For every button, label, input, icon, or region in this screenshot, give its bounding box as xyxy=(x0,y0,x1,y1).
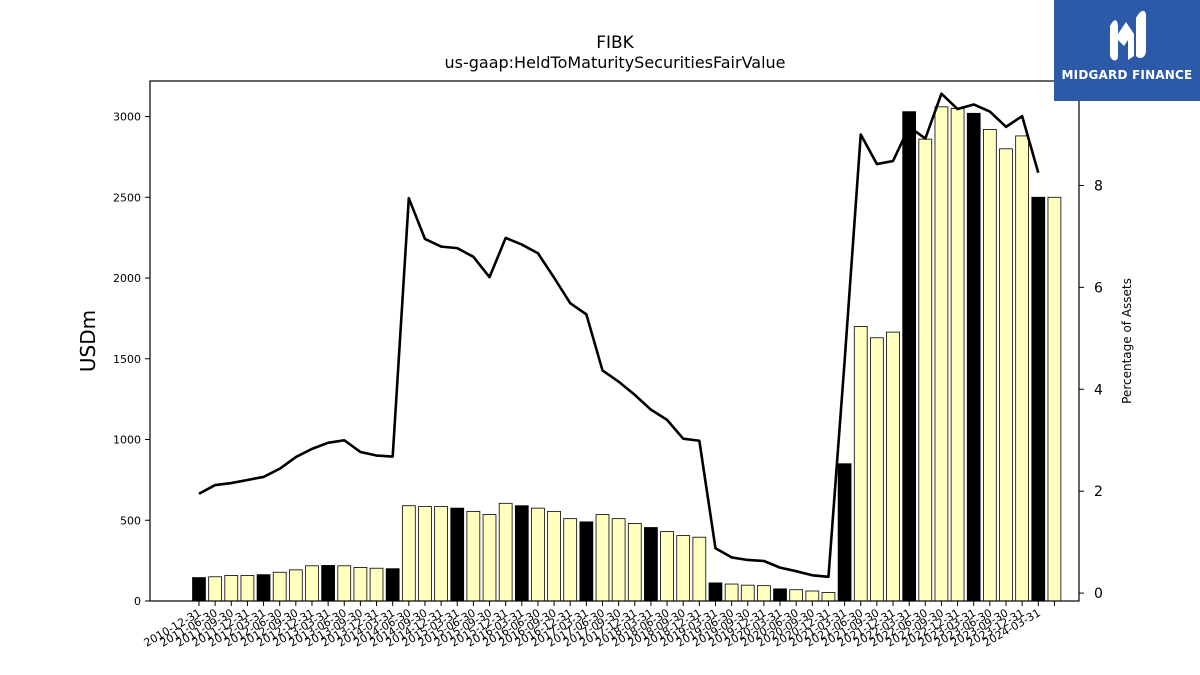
y2-tick-label: 2 xyxy=(1094,484,1103,500)
bar xyxy=(886,331,900,602)
y-tick-label: 1000 xyxy=(113,434,141,447)
bar xyxy=(740,584,755,602)
bar xyxy=(821,592,836,602)
bar xyxy=(547,510,561,602)
bar xyxy=(627,523,642,602)
bar xyxy=(1047,196,1062,602)
y-axis-right: 0 2 4 6 8 xyxy=(1079,178,1103,602)
line-series-path xyxy=(198,92,1040,579)
bar xyxy=(531,507,545,602)
bar xyxy=(724,583,739,602)
bar xyxy=(902,111,917,602)
bar xyxy=(466,510,481,602)
bar xyxy=(837,463,852,602)
y-tick-label: 2500 xyxy=(113,191,141,204)
bar xyxy=(611,518,626,602)
y-tick-label: 500 xyxy=(120,514,141,527)
bar xyxy=(934,106,949,602)
bar xyxy=(595,514,610,602)
bar xyxy=(305,565,319,602)
bar xyxy=(418,506,432,602)
midgard-logo-icon xyxy=(1110,10,1146,61)
bar xyxy=(434,506,448,602)
y-tick-label: 2000 xyxy=(113,272,141,285)
bar xyxy=(757,585,771,602)
bar xyxy=(870,337,884,602)
y-axis-left: 0 500 1000 1500 2000 2500 3000 xyxy=(113,111,150,608)
bar xyxy=(514,505,529,602)
bar xyxy=(498,502,513,602)
x-axis: 2010-12-312011-06-302011-09-302011-12-31… xyxy=(142,601,1055,650)
y-tick-label: 1500 xyxy=(113,353,141,366)
bar xyxy=(240,575,255,602)
bar xyxy=(966,112,981,602)
bar xyxy=(385,568,400,602)
brand-name: MIDGARD FINANCE xyxy=(1061,68,1193,82)
y-axis-label: USDm xyxy=(76,310,100,372)
bar xyxy=(773,588,787,602)
bar xyxy=(805,590,820,602)
plot-frame xyxy=(149,80,1080,602)
bar xyxy=(563,518,578,602)
bar xyxy=(983,129,997,602)
bar xyxy=(1015,135,1029,602)
bar xyxy=(676,535,691,602)
bar-series xyxy=(192,106,1062,602)
bar xyxy=(288,569,303,602)
y2-tick-label: 6 xyxy=(1094,280,1103,296)
bar xyxy=(450,507,465,602)
bar xyxy=(999,148,1013,602)
bar xyxy=(950,108,965,602)
chart-subtitle: us-gaap:HeldToMaturitySecuritiesFairValu… xyxy=(444,53,785,72)
bar xyxy=(644,527,658,602)
bar xyxy=(692,536,707,602)
bar xyxy=(224,575,239,602)
y2-tick-label: 0 xyxy=(1094,586,1103,602)
bar xyxy=(708,582,723,602)
y2-tick-label: 4 xyxy=(1094,382,1103,398)
y2-axis-label: Percentage of Assets xyxy=(1120,278,1134,404)
bar xyxy=(579,521,594,602)
bar xyxy=(321,565,335,602)
bar xyxy=(337,565,352,602)
bar xyxy=(918,138,933,602)
bar xyxy=(853,326,868,602)
bar xyxy=(369,567,384,602)
bar xyxy=(401,505,416,602)
bar xyxy=(1031,196,1046,602)
bar xyxy=(256,574,271,602)
bar xyxy=(660,531,674,602)
y-tick-label: 0 xyxy=(134,595,141,608)
chart-title: FIBK xyxy=(596,33,634,53)
bar xyxy=(192,577,206,602)
bar xyxy=(353,567,368,602)
y-tick-label: 3000 xyxy=(113,111,141,124)
y2-tick-label: 8 xyxy=(1094,178,1103,194)
bar xyxy=(789,589,804,602)
line-series xyxy=(198,92,1040,579)
brand-logo: MIDGARD FINANCE xyxy=(1054,0,1200,101)
bar xyxy=(208,576,222,602)
bar xyxy=(482,514,497,602)
bar xyxy=(272,571,287,602)
